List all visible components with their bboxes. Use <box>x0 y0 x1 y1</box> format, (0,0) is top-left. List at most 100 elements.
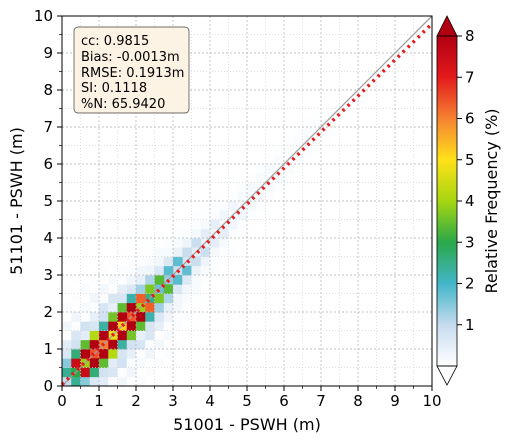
y-tick-label: 9 <box>43 44 53 62</box>
density-cell <box>228 219 239 230</box>
y-tick-label: 8 <box>43 81 53 99</box>
density-cell <box>136 376 146 386</box>
stats-bias: Bias: -0.0013m <box>81 50 180 65</box>
density-cell <box>191 256 202 267</box>
density-cell <box>145 321 155 331</box>
density-cell <box>99 358 109 368</box>
x-tick-label: 5 <box>242 392 252 410</box>
density-cell <box>154 302 165 313</box>
density-cell <box>321 136 331 146</box>
density-cell <box>265 210 276 220</box>
density-cell <box>136 228 146 239</box>
density-cell <box>191 265 202 276</box>
density-cell <box>247 201 257 211</box>
density-cell <box>200 312 211 322</box>
density-cell <box>191 275 202 285</box>
density-cell <box>108 376 118 386</box>
density-cell <box>163 238 174 248</box>
density-cell <box>163 284 174 294</box>
density-cell <box>265 191 276 202</box>
density-cell <box>200 265 211 276</box>
density-cell <box>191 219 202 230</box>
density-cell <box>136 247 146 257</box>
colorbar-tick-label: 6 <box>465 110 475 128</box>
density-cell <box>237 210 248 220</box>
density-cell <box>136 321 146 331</box>
y-axis-label: 51101 - PSWH (m) <box>7 127 26 275</box>
density-cell <box>154 228 165 239</box>
density-cell <box>200 201 211 211</box>
density-cell <box>256 201 266 211</box>
density-cell <box>126 256 137 267</box>
density-cell <box>321 108 331 119</box>
density-cell <box>237 228 248 239</box>
density-cell <box>117 284 128 294</box>
density-cell <box>210 247 220 257</box>
density-cell <box>274 173 285 183</box>
density-cell <box>99 293 109 304</box>
density-cell <box>126 321 137 331</box>
density-cell <box>80 321 91 331</box>
density-cell <box>173 247 183 257</box>
density-cell <box>62 358 72 368</box>
colorbar-tick-label: 5 <box>465 151 475 169</box>
density-cell <box>228 182 239 193</box>
density-cell <box>80 339 91 350</box>
density-cell <box>145 312 155 322</box>
y-tick-label: 1 <box>43 340 53 358</box>
density-cell <box>108 321 118 331</box>
density-cell <box>71 321 81 331</box>
density-cell <box>126 330 137 341</box>
density-cell <box>173 284 183 294</box>
density-cell <box>126 358 137 368</box>
density-cell <box>62 302 72 313</box>
density-cell <box>99 376 109 386</box>
density-cell <box>154 238 165 248</box>
density-cell <box>237 191 248 202</box>
fit-line <box>60 22 434 386</box>
density-cell <box>330 127 340 137</box>
density-cell <box>173 339 183 350</box>
density-cell <box>219 275 229 285</box>
stats-cc: cc: 0.9815 <box>81 34 149 49</box>
density-cell <box>219 238 229 248</box>
density-cell <box>173 228 183 239</box>
density-cell <box>182 219 192 230</box>
y-tick-label: 5 <box>43 192 53 210</box>
colorbar-tick-label: 4 <box>465 192 475 210</box>
density-cell <box>191 228 202 239</box>
stats-si: SI: 0.1118 <box>81 81 147 96</box>
density-cell <box>173 256 183 267</box>
density-cell <box>247 173 257 183</box>
density-cell <box>117 376 128 386</box>
density-cell <box>154 321 165 331</box>
density-cell <box>126 284 137 294</box>
density-cell <box>210 256 220 267</box>
density-cell <box>265 182 276 193</box>
density-cell <box>256 164 266 174</box>
density-cell <box>210 302 220 313</box>
x-tick-label: 2 <box>131 392 141 410</box>
colorbar: 1 2 3 4 5 6 7 8 Relative Frequency (%) <box>436 15 501 386</box>
density-cell <box>228 201 239 211</box>
density-cell <box>191 302 202 313</box>
x-tick-label: 0 <box>57 392 67 410</box>
density-cell <box>200 256 211 267</box>
density-cell <box>71 330 81 341</box>
density-cell <box>145 284 155 294</box>
density-cell <box>126 349 137 359</box>
density-cell <box>154 339 165 350</box>
density-cell <box>210 191 220 202</box>
density-cell <box>136 284 146 294</box>
density-cell <box>182 349 192 359</box>
x-tick-label: 10 <box>422 392 441 410</box>
density-cell <box>126 339 137 350</box>
y-tick-label: 6 <box>43 155 53 173</box>
density-cell <box>71 349 81 359</box>
density-cell <box>99 302 109 313</box>
density-cell <box>89 275 100 285</box>
density-cell <box>154 312 165 322</box>
y-tick-label: 7 <box>43 118 53 136</box>
density-cell <box>200 210 211 220</box>
density-cell <box>293 136 303 146</box>
